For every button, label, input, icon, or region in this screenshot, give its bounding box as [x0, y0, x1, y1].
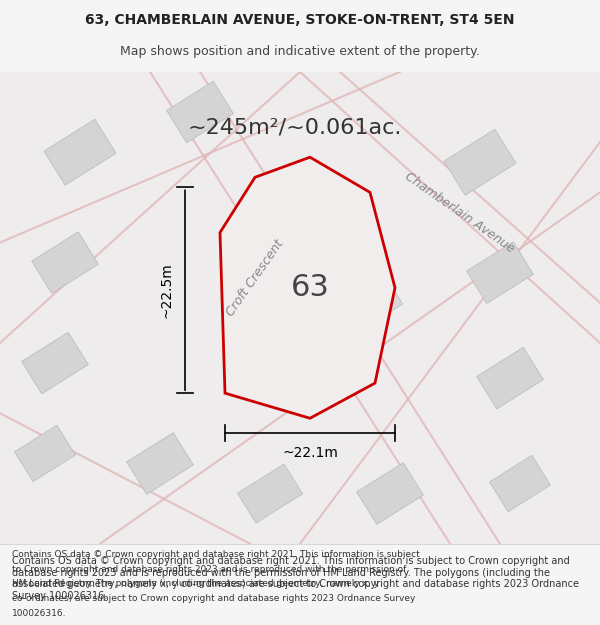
Text: Contains OS data © Crown copyright and database right 2021. This information is : Contains OS data © Crown copyright and d…	[12, 550, 420, 559]
Polygon shape	[44, 119, 116, 185]
Text: HM Land Registry. The polygons (including the associated geometry, namely x, y: HM Land Registry. The polygons (includin…	[12, 579, 379, 589]
Text: ~22.1m: ~22.1m	[282, 446, 338, 461]
Polygon shape	[22, 332, 88, 394]
Polygon shape	[238, 464, 302, 523]
Polygon shape	[14, 425, 76, 482]
Text: co-ordinates) are subject to Crown copyright and database rights 2023 Ordnance S: co-ordinates) are subject to Crown copyr…	[12, 594, 415, 603]
Text: 63, CHAMBERLAIN AVENUE, STOKE-ON-TRENT, ST4 5EN: 63, CHAMBERLAIN AVENUE, STOKE-ON-TRENT, …	[85, 13, 515, 27]
Polygon shape	[490, 455, 550, 512]
Text: Contains OS data © Crown copyright and database right 2021. This information is : Contains OS data © Crown copyright and d…	[12, 556, 579, 601]
Polygon shape	[257, 193, 403, 352]
Polygon shape	[220, 158, 395, 418]
Polygon shape	[444, 129, 516, 195]
Polygon shape	[356, 462, 424, 524]
Text: Croft Crescent: Croft Crescent	[224, 237, 286, 318]
Polygon shape	[32, 232, 98, 294]
Text: ~245m²/~0.061ac.: ~245m²/~0.061ac.	[188, 117, 402, 137]
Polygon shape	[167, 81, 233, 143]
Polygon shape	[127, 432, 193, 494]
Polygon shape	[467, 242, 533, 304]
Text: to Crown copyright and database rights 2023 and is reproduced with the permissio: to Crown copyright and database rights 2…	[12, 565, 406, 574]
Text: 100026316.: 100026316.	[12, 609, 67, 618]
Text: Map shows position and indicative extent of the property.: Map shows position and indicative extent…	[120, 45, 480, 58]
Text: Chamberlain Avenue: Chamberlain Avenue	[403, 169, 517, 255]
Text: ~22.5m: ~22.5m	[160, 262, 174, 318]
Polygon shape	[476, 348, 544, 409]
Text: 63: 63	[290, 273, 329, 302]
